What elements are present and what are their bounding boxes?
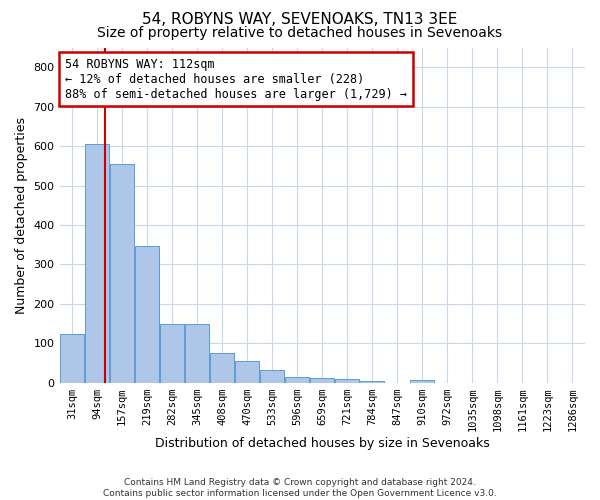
Bar <box>210 353 234 383</box>
Text: Size of property relative to detached houses in Sevenoaks: Size of property relative to detached ho… <box>97 26 503 40</box>
Bar <box>260 370 284 383</box>
Text: 54 ROBYNS WAY: 112sqm
← 12% of detached houses are smaller (228)
88% of semi-det: 54 ROBYNS WAY: 112sqm ← 12% of detached … <box>65 58 407 100</box>
Text: Contains HM Land Registry data © Crown copyright and database right 2024.
Contai: Contains HM Land Registry data © Crown c… <box>103 478 497 498</box>
Bar <box>185 324 209 383</box>
Bar <box>410 380 434 383</box>
Bar <box>160 324 184 383</box>
Bar <box>60 334 84 383</box>
Bar <box>85 144 109 383</box>
X-axis label: Distribution of detached houses by size in Sevenoaks: Distribution of detached houses by size … <box>155 437 490 450</box>
Y-axis label: Number of detached properties: Number of detached properties <box>15 116 28 314</box>
Bar <box>361 381 384 383</box>
Bar <box>286 377 309 383</box>
Bar <box>310 378 334 383</box>
Bar <box>335 379 359 383</box>
Bar <box>110 164 134 383</box>
Text: 54, ROBYNS WAY, SEVENOAKS, TN13 3EE: 54, ROBYNS WAY, SEVENOAKS, TN13 3EE <box>142 12 458 28</box>
Bar <box>135 246 159 383</box>
Bar <box>235 361 259 383</box>
